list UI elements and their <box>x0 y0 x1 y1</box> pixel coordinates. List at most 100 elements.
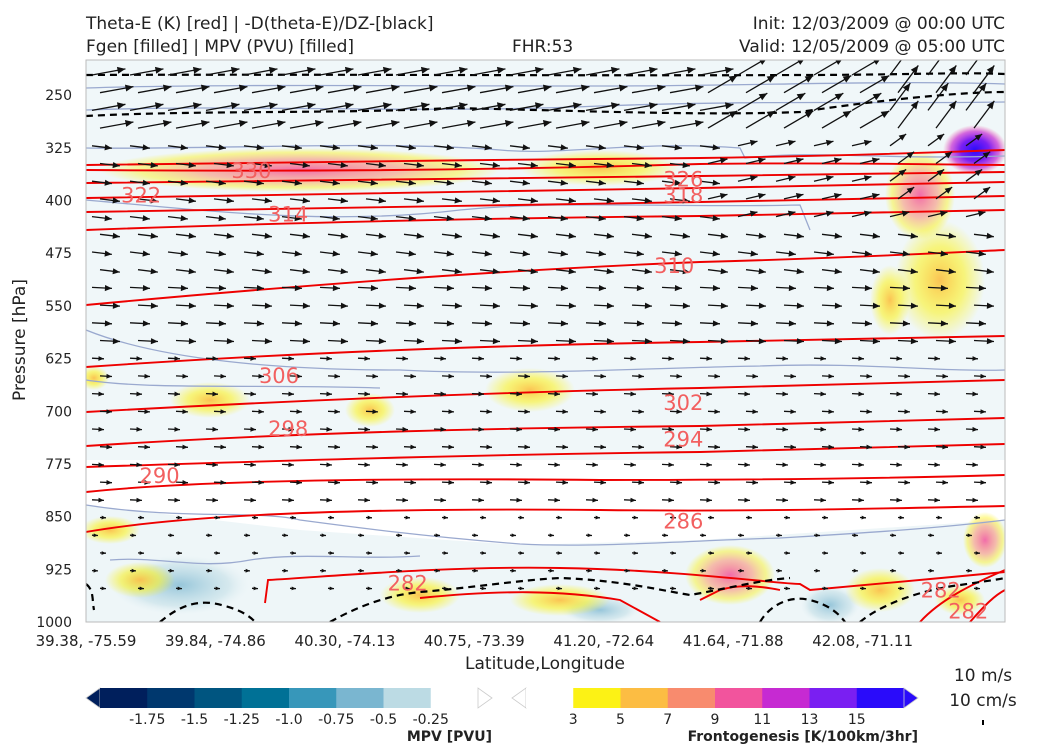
wind-vector-head <box>466 120 476 127</box>
y-tick-label: 775 <box>45 457 72 473</box>
wind-vector-head <box>902 284 910 292</box>
wind-vector-head <box>977 210 986 217</box>
wind-vector-head <box>709 515 714 520</box>
theta-e-label: 282 <box>388 571 428 595</box>
wind-vector-head <box>142 250 150 257</box>
wind-vector-head <box>777 568 782 573</box>
wind-vector-head <box>636 144 644 151</box>
wind-vector-head <box>142 320 150 327</box>
wind-vector-head <box>562 409 568 415</box>
wind-vector-head <box>872 338 880 345</box>
wind-vector-head <box>858 462 864 468</box>
wind-vector-head <box>929 533 934 538</box>
wind-vector-head <box>834 232 842 239</box>
wind-vector-head <box>986 268 994 275</box>
wind-vector-head <box>636 320 644 327</box>
wind-vector-head <box>150 338 158 345</box>
wind-vector-head <box>291 551 296 555</box>
wind-vector-head <box>580 84 590 92</box>
wind-vector-head <box>169 568 174 573</box>
wind-vector-head <box>790 480 796 485</box>
wind-vector-head <box>706 356 712 361</box>
stability-contours <box>86 72 1005 622</box>
wind-vector-head <box>674 179 682 186</box>
wind-vector-head <box>873 60 880 65</box>
wind-vector-head <box>674 284 682 292</box>
wind-vector-head <box>739 533 744 538</box>
wind-vector-head <box>871 157 880 164</box>
wind-vector-head <box>276 120 286 127</box>
wind-vector-head <box>154 66 164 74</box>
wind-vector-head <box>782 497 788 503</box>
wind-vector <box>927 60 940 76</box>
wind-vector-head <box>524 373 530 379</box>
wind-vector-head <box>714 480 720 485</box>
wind-vector-head <box>306 66 316 74</box>
wind-vector-head <box>759 60 766 65</box>
wind-vector-head <box>948 338 956 345</box>
y-tick-label: 400 <box>45 194 72 210</box>
wind-vector-head <box>606 161 614 169</box>
wind-vector-head <box>367 515 372 520</box>
wind-vector-head <box>982 151 991 159</box>
wind-vector-head <box>288 462 294 468</box>
wind-vector-head <box>785 515 790 520</box>
wind-vector-head <box>980 409 986 415</box>
wind-vector-head <box>329 515 334 520</box>
colorbar-mpv-label: MPV [PVU] <box>407 729 492 745</box>
wind-vector-head <box>326 426 332 432</box>
colorbar-segment <box>573 688 621 708</box>
wind-vector-head <box>481 515 486 520</box>
wind-vector-head <box>644 268 652 275</box>
wind-vector-head <box>758 338 766 345</box>
wind-vector-head <box>858 356 864 361</box>
wind-vector-head <box>682 268 690 275</box>
colorbar-tick-label: 15 <box>848 712 866 728</box>
wind-vector-head <box>898 134 907 141</box>
wind-vector-head <box>116 66 126 74</box>
wind-vector-head <box>712 250 720 257</box>
wind-vector-head <box>606 338 614 345</box>
colorbar-segment <box>667 688 716 708</box>
wind-vector-head <box>334 373 340 379</box>
wind-vector-head <box>326 391 332 397</box>
title-left-line1: Theta-E (K) [red] | -D(theta-E)/DZ-[blac… <box>86 14 434 34</box>
wind-vector-head <box>633 551 638 555</box>
wind-vector-head <box>712 215 720 222</box>
wind-vector-head <box>787 210 796 217</box>
wind-vector-head <box>896 391 902 397</box>
wind-vector-head <box>486 444 492 450</box>
wind-vector-head <box>906 187 915 194</box>
wind-vector-head <box>302 268 310 275</box>
wind-vectors <box>91 60 995 591</box>
wind-vector-head <box>972 391 978 397</box>
wind-vector-head <box>416 302 424 309</box>
wind-vector-head <box>853 568 858 573</box>
wind-vector-head <box>264 302 272 309</box>
wind-vector-head <box>302 338 310 345</box>
wind-vector-head <box>218 215 226 222</box>
wind-vector-head <box>636 250 644 257</box>
colorbar-segment <box>762 688 810 708</box>
theta-e-label: 306 <box>259 364 299 388</box>
wind-vector-head <box>364 356 370 361</box>
colorbar-tick-label: -1.25 <box>224 712 260 728</box>
wind-vector-head <box>820 426 826 432</box>
wind-vector-head <box>340 268 348 275</box>
wind-vector-head <box>220 373 226 379</box>
wind-vector-head <box>516 497 522 503</box>
wind-vector-head <box>587 533 592 538</box>
wind-vector-head <box>948 268 956 275</box>
wind-vector-head <box>864 250 872 257</box>
theta-e-label: 322 <box>121 184 161 208</box>
wind-vector-head <box>682 338 690 345</box>
wind-vector-head <box>904 409 910 415</box>
wind-vector-head <box>522 215 530 222</box>
theta-e-label: 302 <box>663 391 703 415</box>
wind-vector-head <box>416 268 424 275</box>
wind-vector-head <box>484 215 492 222</box>
wind-vector-head <box>226 268 234 275</box>
colorbar-min-arrow <box>511 687 527 709</box>
wind-vector-head <box>749 139 758 146</box>
wind-vector-head <box>258 409 264 415</box>
